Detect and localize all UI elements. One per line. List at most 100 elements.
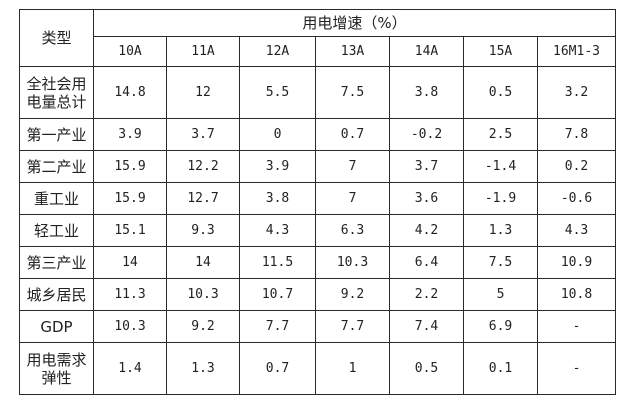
value-cell: 3.6 [389,182,464,215]
value-cell: 0.7 [239,342,316,395]
value-cell: 9.2 [166,310,240,343]
value-cell: 1 [315,342,390,395]
row-label-line: 轻工业 [33,221,79,240]
row-label-line: 全社会用 [26,74,87,93]
value-cell: 4.3 [536,214,617,247]
value-cell: 12 [166,66,240,119]
value-cell: 3.2 [536,66,617,119]
row-label-line: GDP [40,317,73,336]
value-cell: 11.3 [93,278,167,311]
value-cell: 0.7 [315,118,390,151]
value-cell: 4.3 [239,214,316,247]
value-cell: 10.3 [315,246,390,279]
value-cell: 0.5 [463,66,538,119]
value-cell: -0.6 [536,182,617,215]
row-label-line: 第二产业 [26,157,87,176]
value-cell: 10.9 [536,246,617,279]
row-label-line: 电量总计 [26,92,87,111]
value-cell: 7.8 [536,118,617,151]
value-cell: 1.3 [166,342,240,395]
value-cell: 10.3 [166,278,240,311]
table-row: 第一产业 3.9 3.7 0 0.7 -0.2 2.5 7.8 [19,118,617,151]
value-cell: 2.5 [463,118,538,151]
value-cell: 1.3 [463,214,538,247]
value-cell: 2.2 [389,278,464,311]
value-cell: 15.9 [93,150,167,183]
table-row: 第二产业 15.9 12.2 3.9 7 3.7 -1.4 0.2 [19,150,617,183]
row-label-line: 第三产业 [26,253,87,272]
value-cell: 3.7 [166,118,240,151]
value-cell: 12.2 [166,150,240,183]
value-cell: 14.8 [93,66,167,119]
row-label-cell: 用电需求 弹性 [19,342,94,395]
column-header: 11A [166,36,240,67]
value-cell: 7.7 [315,310,390,343]
table-row: GDP 10.3 9.2 7.7 7.7 7.4 6.9- [19,310,617,343]
electricity-growth-table: 类型 用电增速（%） 10A 11A 12A 13A 14A 15A 16M1-… [19,9,617,395]
value-cell: -0.2 [389,118,464,151]
value-cell: 12.7 [166,182,240,215]
table-body: 类型 用电增速（%） 10A 11A 12A 13A 14A 15A 16M1-… [19,9,617,395]
value-cell: 3.9 [93,118,167,151]
growth-group-header-cell: 用电增速（%） [92,9,617,37]
header-row: 类型 用电增速（%） [19,9,617,67]
value-cell: 15.1 [93,214,167,247]
value-cell: 0.1 [463,342,538,395]
row-label-cell: 重工业 [19,182,94,215]
row-label-cell: 城乡居民 [19,278,94,311]
value-cell: 0.2 [536,150,617,183]
table-row: 全社会用 电量总计 14.8 12 5.5 7.5 3.8 0.5 3.2 [19,66,617,119]
table-row: 用电需求 弹性 1.4 1.3 0.7 1 0.5 0.1- [19,342,617,395]
value-cell: 7 [315,182,390,215]
value-cell: 5.5 [239,66,316,119]
value-cell: 14 [93,246,167,279]
value-cell: 5 [463,278,538,311]
value-cell: 3.8 [389,66,464,119]
value-cell: 6.9 [463,310,538,343]
value-cell: 3.9 [239,150,316,183]
value-cell: 10.8 [536,278,617,311]
row-label-cell: 第三产业 [19,246,94,279]
value-cell: 10.7 [239,278,316,311]
value-cell: 7.4 [389,310,464,343]
row-label-cell: GDP [19,310,94,343]
value-cell: 7 [315,150,390,183]
value-cell: 3.7 [389,150,464,183]
value-cell: 6.4 [389,246,464,279]
row-label-line: 第一产业 [26,125,87,144]
value-cell: 9.3 [166,214,240,247]
value-cell: 14 [166,246,240,279]
table-row: 重工业 15.9 12.7 3.8 7 3.6 -1.9 -0.6 [19,182,617,215]
table-row: 城乡居民 11.3 10.3 10.7 9.2 2.2 5 10.8 [19,278,617,311]
row-label-line: 重工业 [33,189,79,208]
type-header-cell: 类型 [19,9,94,67]
row-label-cell: 轻工业 [19,214,94,247]
value-cell: 7.5 [315,66,390,119]
column-header: 13A [315,36,390,67]
column-header: 12A [239,36,316,67]
column-header: 16M1-3 [536,36,617,67]
value-cell: 7.5 [463,246,538,279]
row-label-line: 用电需求 [26,350,87,369]
column-header: 15A [463,36,538,67]
column-header: 10A [93,36,167,67]
row-label-cell: 第一产业 [19,118,94,151]
value-cell: 9.2 [315,278,390,311]
value-cell: 15.9 [93,182,167,215]
value-cell: -1.9 [463,182,538,215]
row-label-line: 城乡居民 [26,285,87,304]
year-header-row: 10A 11A 12A 13A 14A 15A 16M1-3 [20,36,617,67]
value-cell: 0.5 [389,342,464,395]
value-cell: -1.4 [463,150,538,183]
table-row: 第三产业 14 14 11.5 10.3 6.4 7.5 10.9 [19,246,617,279]
value-cell: - [536,342,617,395]
row-label-cell: 全社会用 电量总计 [19,66,94,119]
value-cell: 7.7 [239,310,316,343]
row-label-cell: 第二产业 [19,150,94,183]
value-cell: 1.4 [93,342,167,395]
value-cell: 3.8 [239,182,316,215]
value-cell: 6.3 [315,214,390,247]
column-header: 14A [389,36,464,67]
value-cell: 10.3 [93,310,167,343]
table-row: 轻工业 15.1 9.3 4.3 6.3 4.2 1.3 4.3 [19,214,617,247]
